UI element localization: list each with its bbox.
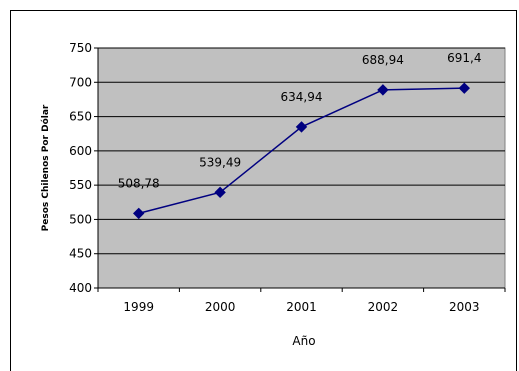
x-tick-label: 2003 — [449, 300, 480, 314]
data-label: 688,94 — [362, 53, 404, 67]
data-label: 634,94 — [281, 90, 323, 104]
data-point-marker — [458, 82, 471, 94]
y-tick-label: 400 — [69, 281, 92, 295]
x-axis-ticks: 1999 2000 2001 2002 2003 — [97, 288, 506, 314]
y-tick-label: 650 — [69, 110, 92, 124]
y-tick-label: 500 — [69, 212, 92, 226]
data-point-marker — [214, 186, 226, 199]
y-tick-label: 750 — [69, 41, 92, 55]
x-tick-label: 2002 — [368, 300, 399, 314]
data-label: 508,78 — [118, 176, 160, 190]
x-tick-label: 1999 — [123, 300, 154, 314]
data-point-marker — [132, 207, 145, 220]
data-label: 691,4 — [447, 51, 481, 65]
x-tick-label: 2001 — [286, 300, 317, 314]
plot-area — [97, 47, 506, 289]
data-point-marker — [377, 84, 389, 96]
y-tick-label: 600 — [69, 144, 92, 158]
series-group — [132, 82, 471, 220]
data-point-marker — [295, 121, 308, 133]
data-label: 539,49 — [199, 155, 241, 169]
y-axis-title: Pesos Chilenos Por Dólar — [40, 104, 51, 231]
y-axis-ticks: 400 450 500 550 600 650 700 750 — [69, 41, 98, 295]
y-tick-label: 550 — [69, 178, 92, 192]
x-tick-label: 2000 — [205, 300, 236, 314]
y-tick-label: 700 — [69, 75, 92, 89]
x-axis-title: Año — [292, 334, 315, 348]
data-labels: 508,78 539,49 634,94 688,94 691,4 — [118, 51, 482, 190]
y-tick-label: 450 — [69, 247, 92, 261]
gridlines — [98, 47, 505, 255]
